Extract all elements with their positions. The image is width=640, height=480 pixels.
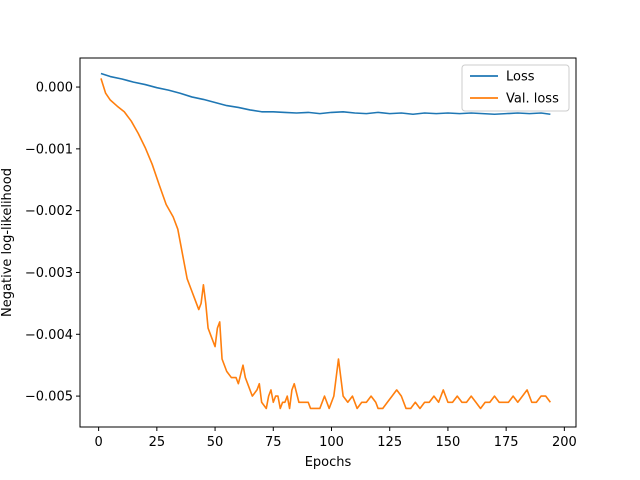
x-tick-label: 200 — [552, 435, 577, 450]
x-axis-label: Epochs — [305, 455, 352, 470]
y-tick-label: −0.005 — [25, 390, 73, 405]
x-tick-label: 25 — [149, 435, 166, 450]
x-tick-label: 175 — [494, 435, 519, 450]
y-tick-label: −0.001 — [25, 142, 73, 157]
axes-frame — [79, 57, 577, 428]
series-line-2 — [100, 78, 552, 410]
x-tick-label: 150 — [436, 435, 461, 450]
x-tick-label: 50 — [207, 435, 224, 450]
y-axis-label: Negative log-likelihood — [0, 168, 15, 317]
legend-label-1: Loss — [506, 70, 535, 85]
y-tick-label: −0.004 — [25, 328, 73, 343]
plot-background — [80, 58, 576, 427]
x-tick-label: 100 — [319, 435, 344, 450]
y-tick-label: −0.003 — [25, 266, 73, 281]
plot-area — [80, 58, 576, 427]
x-tick-label: 75 — [265, 435, 282, 450]
legend-label-2: Val. loss — [506, 92, 559, 107]
series-line-1 — [100, 72, 551, 116]
y-tick-label: −0.002 — [25, 204, 73, 219]
x-tick-label: 0 — [94, 435, 102, 450]
series-layer — [100, 72, 552, 410]
axes-layer: 0 25 50 75 100 125 150 175 200 0.000 −0.001 −0.002 −… — [0, 57, 577, 470]
legend: Loss Val. loss — [461, 64, 570, 112]
y-tick-label: 0.000 — [36, 81, 73, 96]
x-tick-label: 125 — [377, 435, 402, 450]
